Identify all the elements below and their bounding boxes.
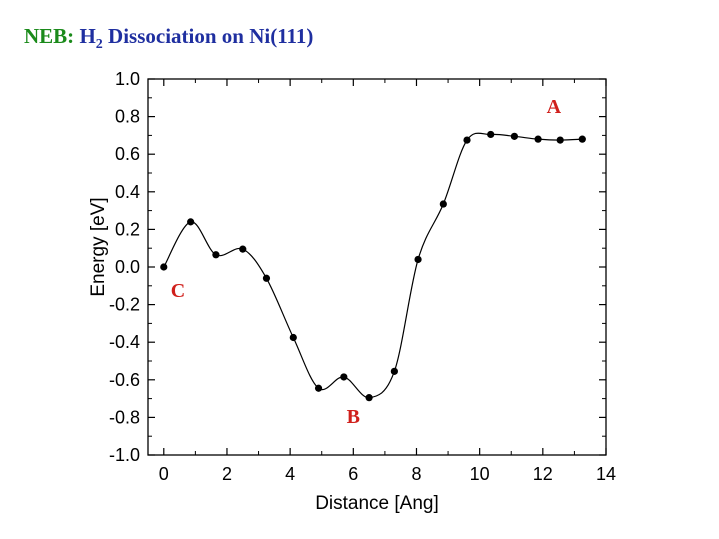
x-tick-label: 0	[159, 464, 169, 484]
y-tick-label: 0.8	[115, 107, 140, 127]
data-point	[578, 135, 586, 143]
title-rest: Dissociation on Ni(111)	[102, 24, 314, 48]
annotation-b: B	[347, 406, 360, 428]
plot-border	[147, 78, 607, 456]
x-tick-label: 14	[596, 464, 616, 484]
title-neb: NEB:	[24, 24, 80, 48]
data-point	[556, 136, 564, 144]
title-h: H	[79, 24, 96, 48]
chart-title: NEB: H2 Dissociation on Ni(111)	[24, 24, 313, 53]
y-tick-label: 1.0	[115, 69, 140, 89]
data-point	[365, 394, 373, 402]
x-tick-label: 10	[470, 464, 490, 484]
x-tick-label: 4	[285, 464, 295, 484]
data-point	[314, 384, 323, 392]
y-tick-label: -0.6	[109, 370, 140, 390]
annotation-c: C	[171, 280, 185, 302]
x-tick-label: 2	[222, 464, 232, 484]
y-axis-label: Energy [eV]	[88, 197, 109, 296]
tick-labels: 0 2 4 6 8 10 12 14 1.0 0.8 0.6 0.4 0.2 0.0 -0.2 -0.4 -0.…	[109, 69, 616, 484]
y-tick-label: 0.2	[115, 219, 140, 239]
y-tick-label: -0.4	[109, 332, 140, 352]
x-axis-label: Distance [Ang]	[315, 493, 439, 514]
data-point	[262, 274, 271, 282]
y-tick-label: 0.6	[115, 144, 140, 164]
data-point	[289, 333, 297, 342]
y-tick-label: 0.0	[115, 257, 140, 277]
x-tick-label: 6	[348, 464, 358, 484]
data-point	[187, 218, 195, 226]
energy-curve	[163, 132, 583, 399]
plot-frame	[147, 78, 607, 456]
annotation-a: A	[547, 96, 562, 118]
data-point	[212, 251, 220, 259]
title-subscript: 2	[95, 37, 103, 53]
data-point	[439, 200, 447, 208]
axis-ticks	[148, 78, 607, 456]
data-point	[414, 255, 422, 264]
y-tick-label: -0.8	[109, 407, 140, 427]
data-point	[487, 130, 495, 139]
data-points	[160, 130, 586, 402]
annotations: A B C	[171, 96, 562, 428]
data-point	[510, 132, 518, 140]
x-tick-label: 12	[533, 464, 553, 484]
data-point	[463, 136, 471, 144]
data-point	[160, 263, 168, 271]
x-tick-label: 8	[411, 464, 421, 484]
y-tick-label: -1.0	[109, 445, 140, 465]
data-point	[534, 135, 542, 143]
series-line	[163, 132, 583, 399]
data-point	[390, 367, 398, 375]
y-tick-label: 0.4	[115, 182, 140, 202]
y-tick-label: -0.2	[109, 295, 140, 315]
data-point	[239, 245, 247, 253]
data-point	[340, 373, 348, 381]
